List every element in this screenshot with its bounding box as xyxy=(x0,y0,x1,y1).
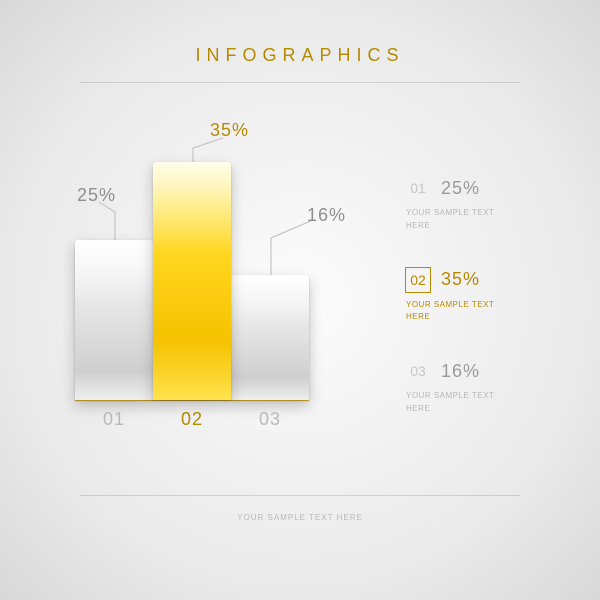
chart-baseline xyxy=(75,400,309,401)
legend-subtext: YOUR SAMPLE TEXTHERE xyxy=(406,299,545,325)
footer-text: YOUR SAMPLE TEXT HERE xyxy=(0,513,600,522)
legend-number: 03 xyxy=(405,358,431,384)
bar-id: 02 xyxy=(181,409,203,430)
legend-percent: 25% xyxy=(441,178,480,199)
bar-id: 03 xyxy=(259,409,281,430)
legend-percent: 35% xyxy=(441,269,480,290)
legend-subtext: YOUR SAMPLE TEXTHERE xyxy=(406,207,545,233)
bar-03 xyxy=(231,275,309,400)
bar-01 xyxy=(75,240,153,400)
legend: 01 25% YOUR SAMPLE TEXTHERE 02 35% YOUR … xyxy=(405,175,545,450)
legend-number: 02 xyxy=(405,267,431,293)
divider-top xyxy=(80,82,520,83)
legend-item: 03 16% YOUR SAMPLE TEXTHERE xyxy=(405,358,545,416)
callout-label: 25% xyxy=(77,185,116,206)
legend-subtext: YOUR SAMPLE TEXTHERE xyxy=(406,390,545,416)
page-title: INFOGRAPHICS xyxy=(0,45,600,66)
callout-label: 35% xyxy=(210,120,249,141)
callout-label: 16% xyxy=(307,205,346,226)
bar-02 xyxy=(153,162,231,400)
legend-item: 02 35% YOUR SAMPLE TEXTHERE xyxy=(405,267,545,325)
legend-percent: 16% xyxy=(441,361,480,382)
divider-bottom xyxy=(80,495,520,496)
legend-number: 01 xyxy=(405,175,431,201)
bar-id: 01 xyxy=(103,409,125,430)
legend-item: 01 25% YOUR SAMPLE TEXTHERE xyxy=(405,175,545,233)
bar-chart: 25% 35% 16% 01 02 03 xyxy=(75,120,355,450)
